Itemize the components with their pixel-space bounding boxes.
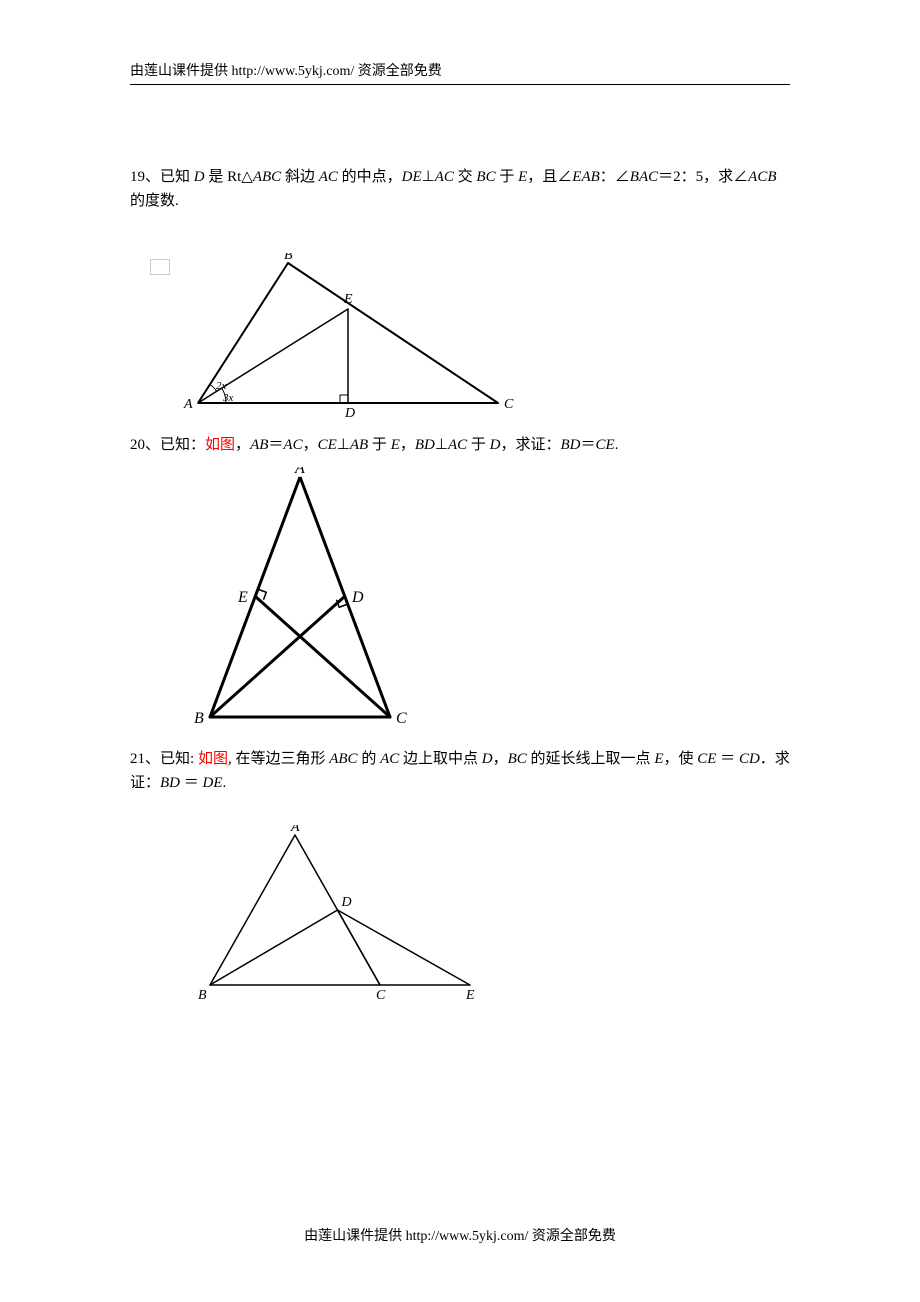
- p21-BC: BC: [508, 751, 527, 767]
- p21-CD: CD: [739, 751, 760, 767]
- p19-AC: AC: [319, 169, 338, 185]
- problem-19: 19、已知 D 是 Rt△ABC 斜边 AC 的中点，DE⊥AC 交 BC 于 …: [130, 165, 790, 213]
- p19-EAB: EAB: [572, 169, 600, 185]
- p20-t2: ，: [235, 437, 250, 453]
- p20-num: 20、: [130, 437, 160, 453]
- problem-20: 20、已知：如图，AB＝AC，CE⊥AB 于 E，BD⊥AC 于 D，求证：BD…: [130, 433, 790, 457]
- p19-t1: 已知: [160, 169, 190, 185]
- p20-AB: AB: [250, 437, 268, 453]
- p20-CE: CE: [318, 437, 337, 453]
- placeholder-box-icon: [150, 259, 170, 275]
- svg-text:D: D: [351, 589, 364, 606]
- svg-text:E: E: [343, 292, 353, 307]
- page-footer: 由莲山课件提供 http://www.5ykj.com/ 资源全部免费: [130, 1225, 790, 1245]
- p19-BAC: BAC: [630, 169, 658, 185]
- problem-21: 21、已知: 如图, 在等边三角形 ABC 的 AC 边上取中点 D，BC 的延…: [130, 747, 790, 795]
- p21-DE: DE: [203, 775, 223, 791]
- p20-t8: ⊥: [435, 437, 448, 453]
- p20-t7: ，: [400, 437, 415, 453]
- figure-19: A B C E D 2x3x: [150, 253, 790, 423]
- p19-t3: 斜边: [281, 169, 319, 185]
- svg-text:A: A: [183, 397, 193, 412]
- p20-t9: 于: [467, 437, 490, 453]
- p20-t1: 已知：: [160, 437, 205, 453]
- p19-num: 19、: [130, 169, 160, 185]
- p21-t10: ＝: [180, 775, 203, 791]
- svg-text:D: D: [341, 895, 352, 910]
- p19-E: E: [518, 169, 527, 185]
- svg-text:D: D: [344, 406, 355, 421]
- p20-D: D: [490, 437, 501, 453]
- p21-CE: CE: [697, 751, 716, 767]
- p20-E: E: [391, 437, 400, 453]
- svg-text:B: B: [194, 710, 204, 727]
- p19-t9: ：∠: [600, 169, 630, 185]
- p21-BD: BD: [160, 775, 180, 791]
- p20-BD: BD: [415, 437, 435, 453]
- p19-AC2: AC: [435, 169, 454, 185]
- svg-text:C: C: [396, 710, 407, 727]
- fig21-svg: A B C E D: [190, 825, 490, 1005]
- p21-t5: ，: [493, 751, 508, 767]
- p19-D: D: [194, 169, 205, 185]
- svg-text:E: E: [237, 589, 248, 606]
- p20-CE2: CE: [596, 437, 615, 453]
- figure-20: A B C E D: [190, 467, 790, 737]
- p21-AC: AC: [380, 751, 399, 767]
- p21-t4: 边上取中点: [399, 751, 482, 767]
- p19-t4: 的中点，: [338, 169, 402, 185]
- p20-t3: ＝: [268, 437, 283, 453]
- p19-BC: BC: [476, 169, 495, 185]
- p21-t3: 的: [358, 751, 381, 767]
- header-text: 由莲山课件提供 http://www.5ykj.com/ 资源全部免费: [130, 64, 442, 79]
- p19-t6: 交: [454, 169, 477, 185]
- p21-t1: 已知:: [160, 751, 198, 767]
- fig20-svg: A B C E D: [190, 467, 420, 737]
- figure-21: A B C E D: [190, 825, 790, 1005]
- svg-text:2x: 2x: [216, 380, 227, 392]
- fig19-svg: A B C E D 2x3x: [178, 253, 518, 423]
- p19-t7: 于: [496, 169, 519, 185]
- p20-t11: ＝: [581, 437, 596, 453]
- p20-t6: 于: [368, 437, 391, 453]
- p19-t2: 是 Rt△: [205, 169, 253, 185]
- p20-AB2: AB: [350, 437, 368, 453]
- page-header: 由莲山课件提供 http://www.5ykj.com/ 资源全部免费: [130, 60, 790, 85]
- p21-ABC: ABC: [329, 751, 357, 767]
- p21-t2: , 在等边三角形: [228, 751, 329, 767]
- svg-text:C: C: [376, 988, 386, 1003]
- p20-red: 如图: [205, 437, 235, 453]
- svg-text:3x: 3x: [222, 392, 234, 404]
- p19-t5: ⊥: [422, 169, 435, 185]
- p20-t10: ，求证：: [500, 437, 560, 453]
- svg-text:E: E: [465, 988, 475, 1003]
- p20-AC: AC: [283, 437, 302, 453]
- p21-t8: ＝: [716, 751, 739, 767]
- p20-BD2: BD: [561, 437, 581, 453]
- p21-t11: .: [223, 775, 227, 791]
- p19-DE: DE: [402, 169, 422, 185]
- p21-D: D: [482, 751, 493, 767]
- p21-t7: ，使: [663, 751, 697, 767]
- p20-t4: ，: [303, 437, 318, 453]
- svg-text:B: B: [198, 988, 207, 1003]
- svg-text:C: C: [504, 397, 514, 412]
- p21-t6: 的延长线上取一点: [527, 751, 655, 767]
- p21-num: 21、: [130, 751, 160, 767]
- svg-text:A: A: [294, 467, 305, 477]
- p20-AC2: AC: [448, 437, 467, 453]
- footer-text: 由莲山课件提供 http://www.5ykj.com/ 资源全部免费: [304, 1229, 616, 1244]
- p19-ABC: ABC: [253, 169, 281, 185]
- svg-text:B: B: [284, 253, 293, 263]
- p20-t5: ⊥: [337, 437, 350, 453]
- svg-text:A: A: [290, 825, 300, 835]
- p19-t11: 的度数.: [130, 193, 179, 209]
- p20-t12: .: [615, 437, 619, 453]
- p19-t10: ＝2：5，求∠: [658, 169, 748, 185]
- p19-t8: ，且∠: [527, 169, 572, 185]
- p21-red: 如图: [198, 751, 228, 767]
- p19-ACB: ACB: [748, 169, 776, 185]
